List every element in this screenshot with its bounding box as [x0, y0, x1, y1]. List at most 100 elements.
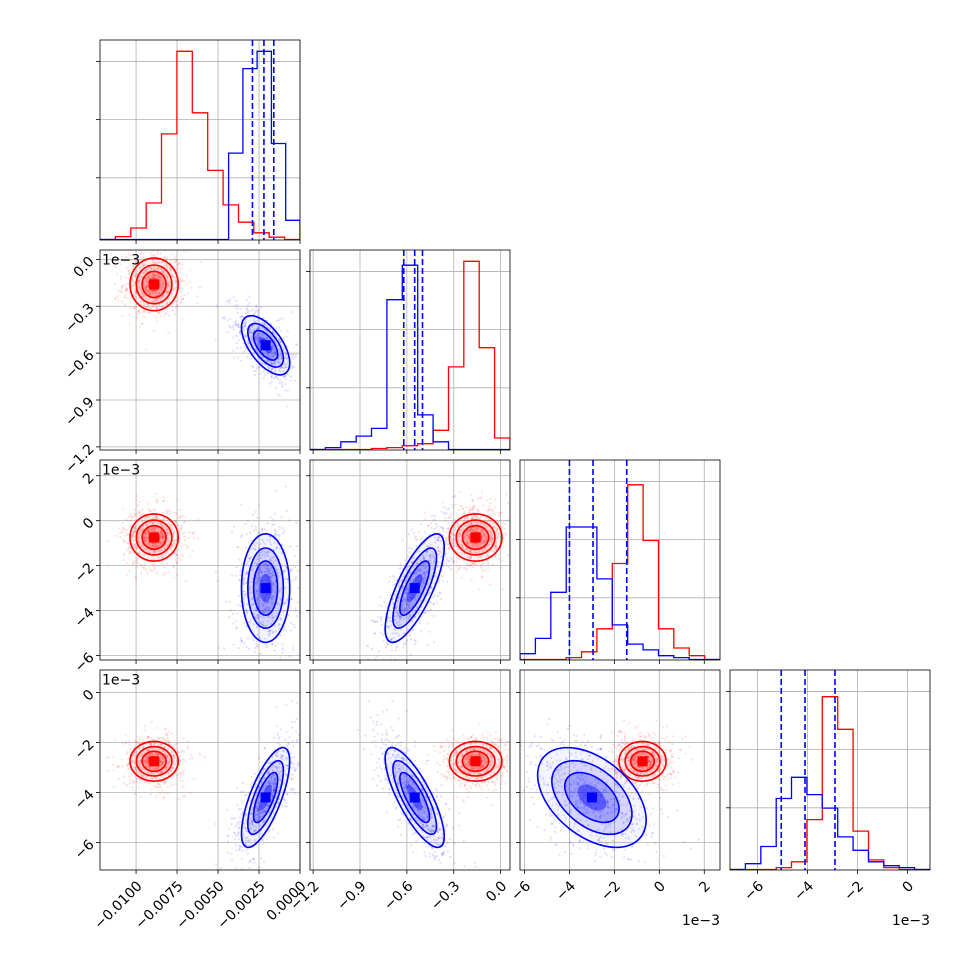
scatter-point — [283, 628, 285, 630]
scatter-point — [395, 650, 397, 652]
scatter-point — [180, 545, 182, 547]
scatter-point — [235, 628, 237, 630]
scatter-point — [389, 576, 391, 578]
scatter-point — [265, 644, 267, 646]
scatter-point — [179, 278, 181, 280]
scatter-point — [264, 528, 266, 530]
scatter-point — [255, 643, 257, 645]
scatter-point — [286, 510, 288, 512]
scatter-point — [128, 277, 130, 279]
scatter-point — [107, 540, 109, 542]
scatter-point — [248, 648, 250, 650]
scatter-point — [284, 383, 286, 385]
scatter-point — [246, 299, 248, 301]
scatter-point — [295, 356, 297, 358]
scatter-point — [376, 621, 378, 623]
scatter-point — [146, 572, 148, 574]
scatter-point — [193, 537, 195, 539]
scatter-point — [393, 576, 395, 578]
scatter-point — [452, 506, 454, 508]
scatter-point — [180, 779, 182, 781]
scatter-point — [473, 504, 475, 506]
scatter-point — [178, 557, 180, 559]
scatter-point — [121, 529, 123, 531]
scatter-point — [290, 311, 292, 313]
scatter-point — [123, 540, 125, 542]
scatter-point — [402, 646, 404, 648]
scatter-point — [415, 538, 417, 540]
scatter-point — [490, 514, 492, 516]
scatter-point — [257, 312, 259, 314]
scatter-point — [247, 304, 249, 306]
scatter-point — [448, 508, 450, 510]
scatter-point — [165, 313, 167, 315]
scatter-point — [459, 566, 461, 568]
scatter-point — [133, 307, 135, 309]
scatter-point — [166, 512, 168, 514]
scatter-point — [183, 532, 185, 534]
density-peak-series-1 — [410, 583, 420, 593]
scatter-point — [389, 667, 391, 669]
scatter-point — [282, 532, 284, 534]
scatter-point — [286, 405, 288, 407]
scatter-point — [134, 512, 136, 514]
scatter-point — [183, 250, 185, 252]
scatter-point — [503, 546, 505, 548]
scatter-point — [276, 742, 278, 744]
scatter-point — [164, 728, 166, 730]
scatter-point — [229, 318, 231, 320]
scatter-point — [469, 508, 471, 510]
scatter-point — [177, 269, 179, 271]
scatter-point — [230, 609, 232, 611]
scatter-point — [406, 639, 408, 641]
scatter-point — [183, 737, 185, 739]
scatter-point — [156, 316, 158, 318]
scatter-point — [443, 507, 445, 509]
scatter-point — [460, 491, 462, 493]
scatter-point — [126, 574, 128, 576]
scatter-point — [127, 534, 129, 536]
scatter-point — [231, 326, 233, 328]
scatter-point — [176, 246, 178, 248]
scatter-point — [290, 354, 292, 356]
scatter-point — [502, 522, 504, 524]
scatter-point — [90, 275, 92, 277]
scatter-point — [271, 381, 273, 383]
scatter-point — [276, 732, 278, 734]
scatter-point — [433, 528, 435, 530]
scatter-point — [498, 558, 500, 560]
scatter-point — [237, 312, 239, 314]
scatter-point — [448, 566, 450, 568]
scatter-point — [125, 287, 127, 289]
scatter-point — [173, 577, 175, 579]
scatter-point — [378, 604, 380, 606]
scatter-point — [247, 312, 249, 314]
scatter-point — [235, 342, 237, 344]
scatter-point — [179, 271, 181, 273]
scatter-point — [281, 317, 283, 319]
scatter-point — [487, 499, 489, 501]
scatter-point — [238, 579, 240, 581]
scatter-point — [145, 569, 147, 571]
scatter-point — [131, 774, 133, 776]
scatter-point — [218, 647, 220, 649]
scatter-point — [171, 253, 173, 255]
scatter-point — [455, 504, 457, 506]
scatter-point — [448, 561, 450, 563]
scatter-point — [380, 619, 382, 621]
scatter-point — [245, 312, 247, 314]
scatter-point — [233, 296, 235, 298]
scatter-point — [274, 512, 276, 514]
scatter-point — [134, 514, 136, 516]
scatter-point — [389, 594, 391, 596]
scatter-point — [118, 778, 120, 780]
scatter-point — [294, 792, 296, 794]
scatter-point — [516, 547, 518, 549]
scatter-point — [274, 645, 276, 647]
scatter-point — [430, 522, 432, 524]
scatter-point — [402, 540, 404, 542]
scatter-point — [167, 332, 169, 334]
scatter-point — [302, 547, 304, 549]
scatter-point — [367, 645, 369, 647]
scatter-point — [233, 526, 235, 528]
